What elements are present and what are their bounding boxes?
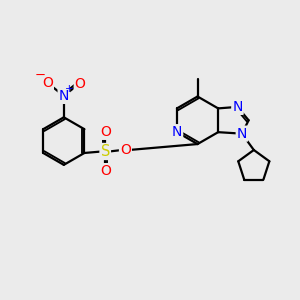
Text: S: S — [100, 144, 110, 159]
Text: −: − — [34, 69, 46, 82]
Text: O: O — [42, 76, 53, 90]
Text: N: N — [172, 125, 182, 139]
Text: O: O — [100, 164, 111, 178]
Text: N: N — [58, 89, 69, 103]
Text: O: O — [100, 125, 111, 139]
Text: O: O — [120, 143, 131, 157]
Text: N: N — [232, 100, 243, 114]
Text: +: + — [65, 84, 74, 94]
Text: N: N — [237, 127, 247, 141]
Text: O: O — [75, 77, 86, 91]
